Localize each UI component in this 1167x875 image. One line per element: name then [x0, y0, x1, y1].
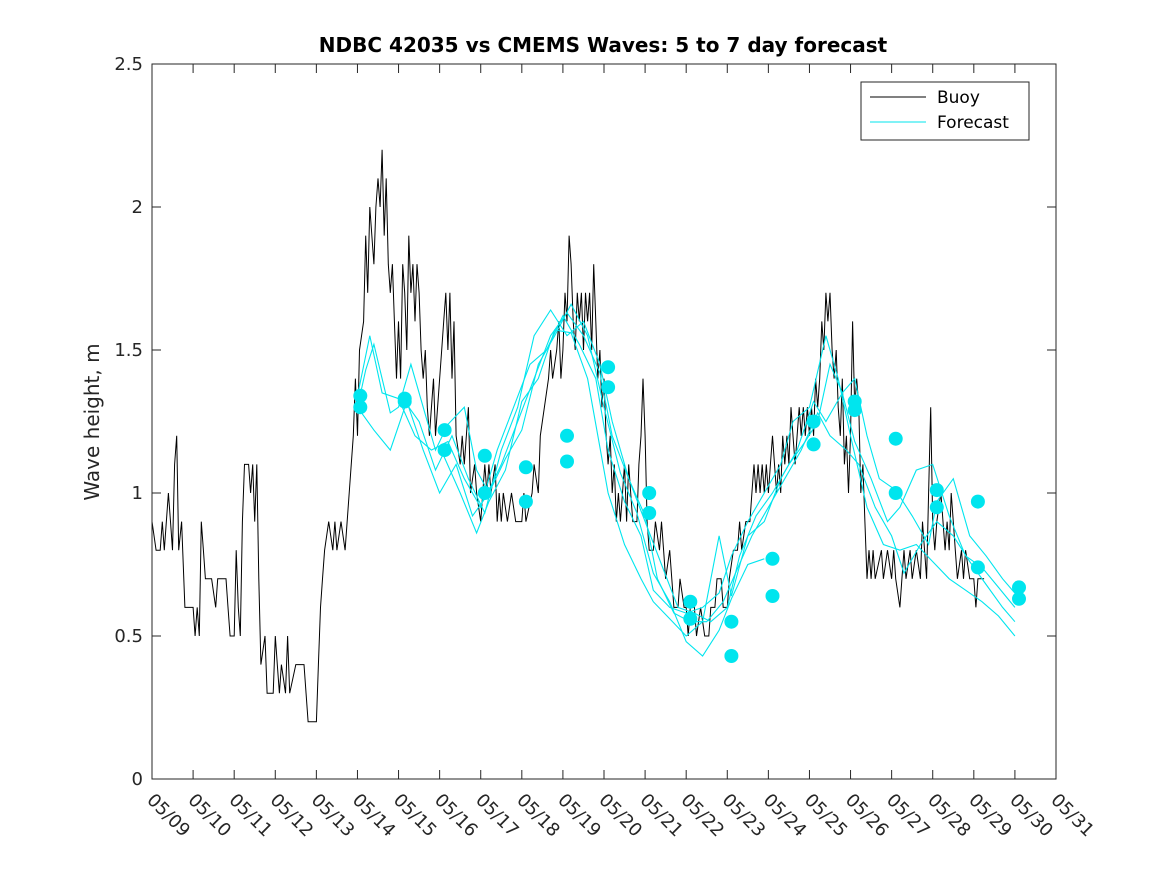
x-tick-label: 05/30: [1005, 790, 1057, 842]
x-tick-label: 05/24: [759, 790, 811, 842]
x-tick-label: 05/09: [142, 790, 194, 842]
legend: Buoy Forecast: [860, 81, 1030, 141]
x-tick-label: 05/10: [184, 790, 236, 842]
forecast-marker: [560, 428, 574, 443]
forecast-marker: [1012, 580, 1026, 595]
forecast-marker: [765, 589, 780, 603]
forecast-marker: [601, 360, 616, 375]
forecast-marker: [683, 594, 698, 609]
forecast-marker: [970, 560, 985, 575]
y-axis-label: Wave height, m: [80, 343, 104, 500]
y-tick-label: 2.5: [114, 54, 143, 75]
forecast-marker: [683, 611, 698, 626]
x-tick-label: 05/17: [471, 790, 523, 842]
x-tick-label: 05/22: [677, 790, 729, 842]
forecast-marker: [353, 388, 368, 403]
forecast-marker: [888, 431, 903, 446]
forecast-marker: [929, 500, 944, 515]
forecast-marker: [888, 486, 903, 500]
legend-label-forecast: Forecast: [937, 113, 1009, 133]
x-tick-label: 05/13: [307, 790, 359, 842]
axes-ticks: 00.511.522.505/0905/1005/1105/1205/1305/…: [114, 54, 1098, 841]
forecast-marker: [1012, 591, 1026, 606]
forecast-marker: [397, 394, 412, 409]
series-line-buoy: [151, 149, 985, 723]
x-tick-label: 05/11: [225, 790, 277, 842]
x-tick-label: 05/21: [636, 790, 688, 842]
x-tick-label: 05/23: [718, 790, 770, 842]
x-tick-label: 05/19: [553, 790, 605, 842]
x-tick-label: 05/20: [594, 790, 646, 842]
forecast-marker: [724, 649, 739, 663]
x-tick-label: 05/26: [841, 790, 893, 842]
series-line-forecast-run: [443, 329, 1016, 637]
chart-title: NDBC 42035 vs CMEMS Waves: 5 to 7 day fo…: [319, 33, 888, 57]
legend-label-buoy: Buoy: [937, 88, 980, 108]
forecast-marker: [477, 486, 492, 500]
plot-area: [151, 149, 1026, 723]
y-tick-label: 2: [132, 197, 143, 218]
x-tick-label: 05/16: [430, 790, 482, 842]
forecast-marker: [806, 437, 821, 452]
x-tick-label: 05/31: [1046, 790, 1098, 842]
forecast-marker: [518, 460, 533, 475]
series-line-forecast-run: [402, 308, 1016, 623]
forecast-marker: [353, 400, 368, 415]
x-tick-label: 05/25: [800, 790, 852, 842]
forecast-marker: [560, 454, 574, 469]
series-line-forecast-run: [356, 314, 1016, 637]
forecast-marker: [437, 443, 452, 458]
x-tick-label: 05/15: [389, 790, 441, 842]
legend-box: [860, 81, 1030, 141]
x-tick-label: 05/14: [348, 790, 400, 842]
y-tick-label: 0: [132, 769, 143, 790]
forecast-marker: [806, 414, 821, 429]
forecast-marker: [724, 614, 739, 629]
forecast-marker: [929, 483, 944, 498]
x-tick-label: 05/29: [964, 790, 1016, 842]
forecast-marker: [642, 506, 657, 520]
forecast-marker: [970, 494, 985, 509]
x-tick-label: 05/27: [882, 790, 934, 842]
forecast-marker: [518, 494, 533, 509]
series-line-forecast-run: [357, 311, 1016, 623]
y-tick-label: 1.5: [114, 340, 143, 361]
y-tick-label: 1: [132, 483, 143, 504]
forecast-marker: [847, 403, 862, 418]
x-tick-label: 05/12: [266, 790, 318, 842]
forecast-marker: [601, 380, 616, 395]
x-tick-label: 05/18: [512, 790, 564, 842]
series-line-forecast-run: [356, 303, 765, 657]
forecast-marker: [642, 486, 657, 500]
forecast-marker: [477, 448, 492, 463]
forecast-marker: [437, 423, 452, 438]
x-tick-label: 05/28: [923, 790, 975, 842]
y-tick-label: 0.5: [114, 626, 143, 647]
axes-box: [151, 63, 1057, 780]
forecast-marker: [765, 551, 780, 566]
